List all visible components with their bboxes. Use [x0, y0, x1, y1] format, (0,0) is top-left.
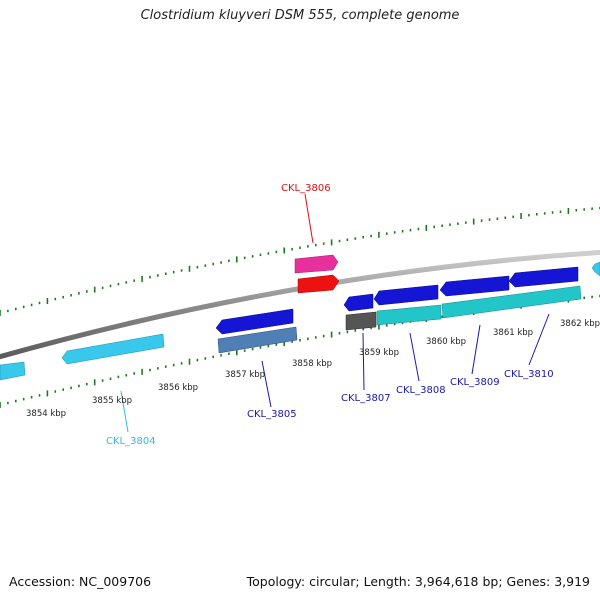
gene-ckl-3808-blue[interactable]: [373, 284, 439, 306]
gene-ckl-3806-magenta[interactable]: [294, 254, 339, 274]
gene-label-ckl-3808[interactable]: CKL_3808: [396, 385, 446, 396]
gene-offscreen-cyan-left[interactable]: [0, 361, 26, 381]
gene-ckl-3807-blue[interactable]: [343, 293, 374, 312]
kbp-label-3859: 3859 kbp: [359, 348, 399, 358]
kbp-labels: 3854 kbp 3855 kbp 3856 kbp 3857 kbp 3858…: [26, 319, 600, 419]
kbp-label-3860: 3860 kbp: [426, 337, 466, 347]
kbp-label-3858: 3858 kbp: [292, 359, 332, 369]
kbp-label-3854: 3854 kbp: [26, 409, 66, 419]
kbp-label-3857: 3857 kbp: [225, 370, 265, 380]
leader-ckl-3809: [471, 324, 481, 375]
gene-ckl-3809-blue[interactable]: [439, 275, 510, 297]
gene-label-ckl-3807[interactable]: CKL_3807: [341, 393, 391, 404]
gene-ckl-3809-3810-teal[interactable]: [441, 285, 582, 319]
kbp-label-3861: 3861 kbp: [493, 328, 533, 338]
gene-ckl-3807-grey[interactable]: [345, 311, 377, 331]
topology-text: Topology: circular; Length: 3,964,618 bp…: [246, 574, 590, 589]
gene-label-ckl-3810[interactable]: CKL_3810: [504, 369, 554, 380]
leader-ckl-3804: [120, 390, 129, 433]
accession-text: Accession: NC_009706: [9, 574, 152, 589]
leader-ckl-3808: [409, 332, 420, 382]
gene-ckl-3808-teal[interactable]: [376, 304, 442, 326]
gene-label-ckl-3809[interactable]: CKL_3809: [450, 377, 500, 388]
gene-ckl-3805-steel[interactable]: [217, 326, 298, 354]
gene-offscreen-cyan-right[interactable]: [591, 261, 600, 277]
leader-ckl-3806: [304, 193, 314, 244]
kbp-label-3856: 3856 kbp: [158, 383, 198, 393]
kbp-label-3862: 3862 kbp: [560, 319, 600, 329]
outer-tick-track: [0, 206, 600, 316]
gene-features: [0, 254, 600, 381]
gene-ckl-3804-cyan[interactable]: [61, 333, 165, 365]
leader-ckl-3807: [362, 332, 365, 391]
leader-ckl-3810: [528, 313, 550, 366]
gene-label-leaders: [120, 193, 550, 433]
gene-label-ckl-3804[interactable]: CKL_3804: [106, 436, 156, 447]
leader-ckl-3805: [261, 360, 272, 408]
page-title: Clostridium kluyveri DSM 555, complete g…: [140, 8, 460, 23]
gene-label-ckl-3805[interactable]: CKL_3805: [247, 409, 297, 420]
gene-ckl-3805-blue[interactable]: [215, 308, 294, 335]
gene-ckl-3810-blue[interactable]: [508, 266, 579, 288]
gene-labels: CKL_3806 CKL_3804 CKL_3805 CKL_3807 CKL_…: [106, 183, 554, 447]
gene-ckl-3806-red[interactable]: [297, 274, 340, 294]
gene-label-ckl-3806[interactable]: CKL_3806: [281, 183, 331, 194]
kbp-label-3855: 3855 kbp: [92, 396, 132, 406]
